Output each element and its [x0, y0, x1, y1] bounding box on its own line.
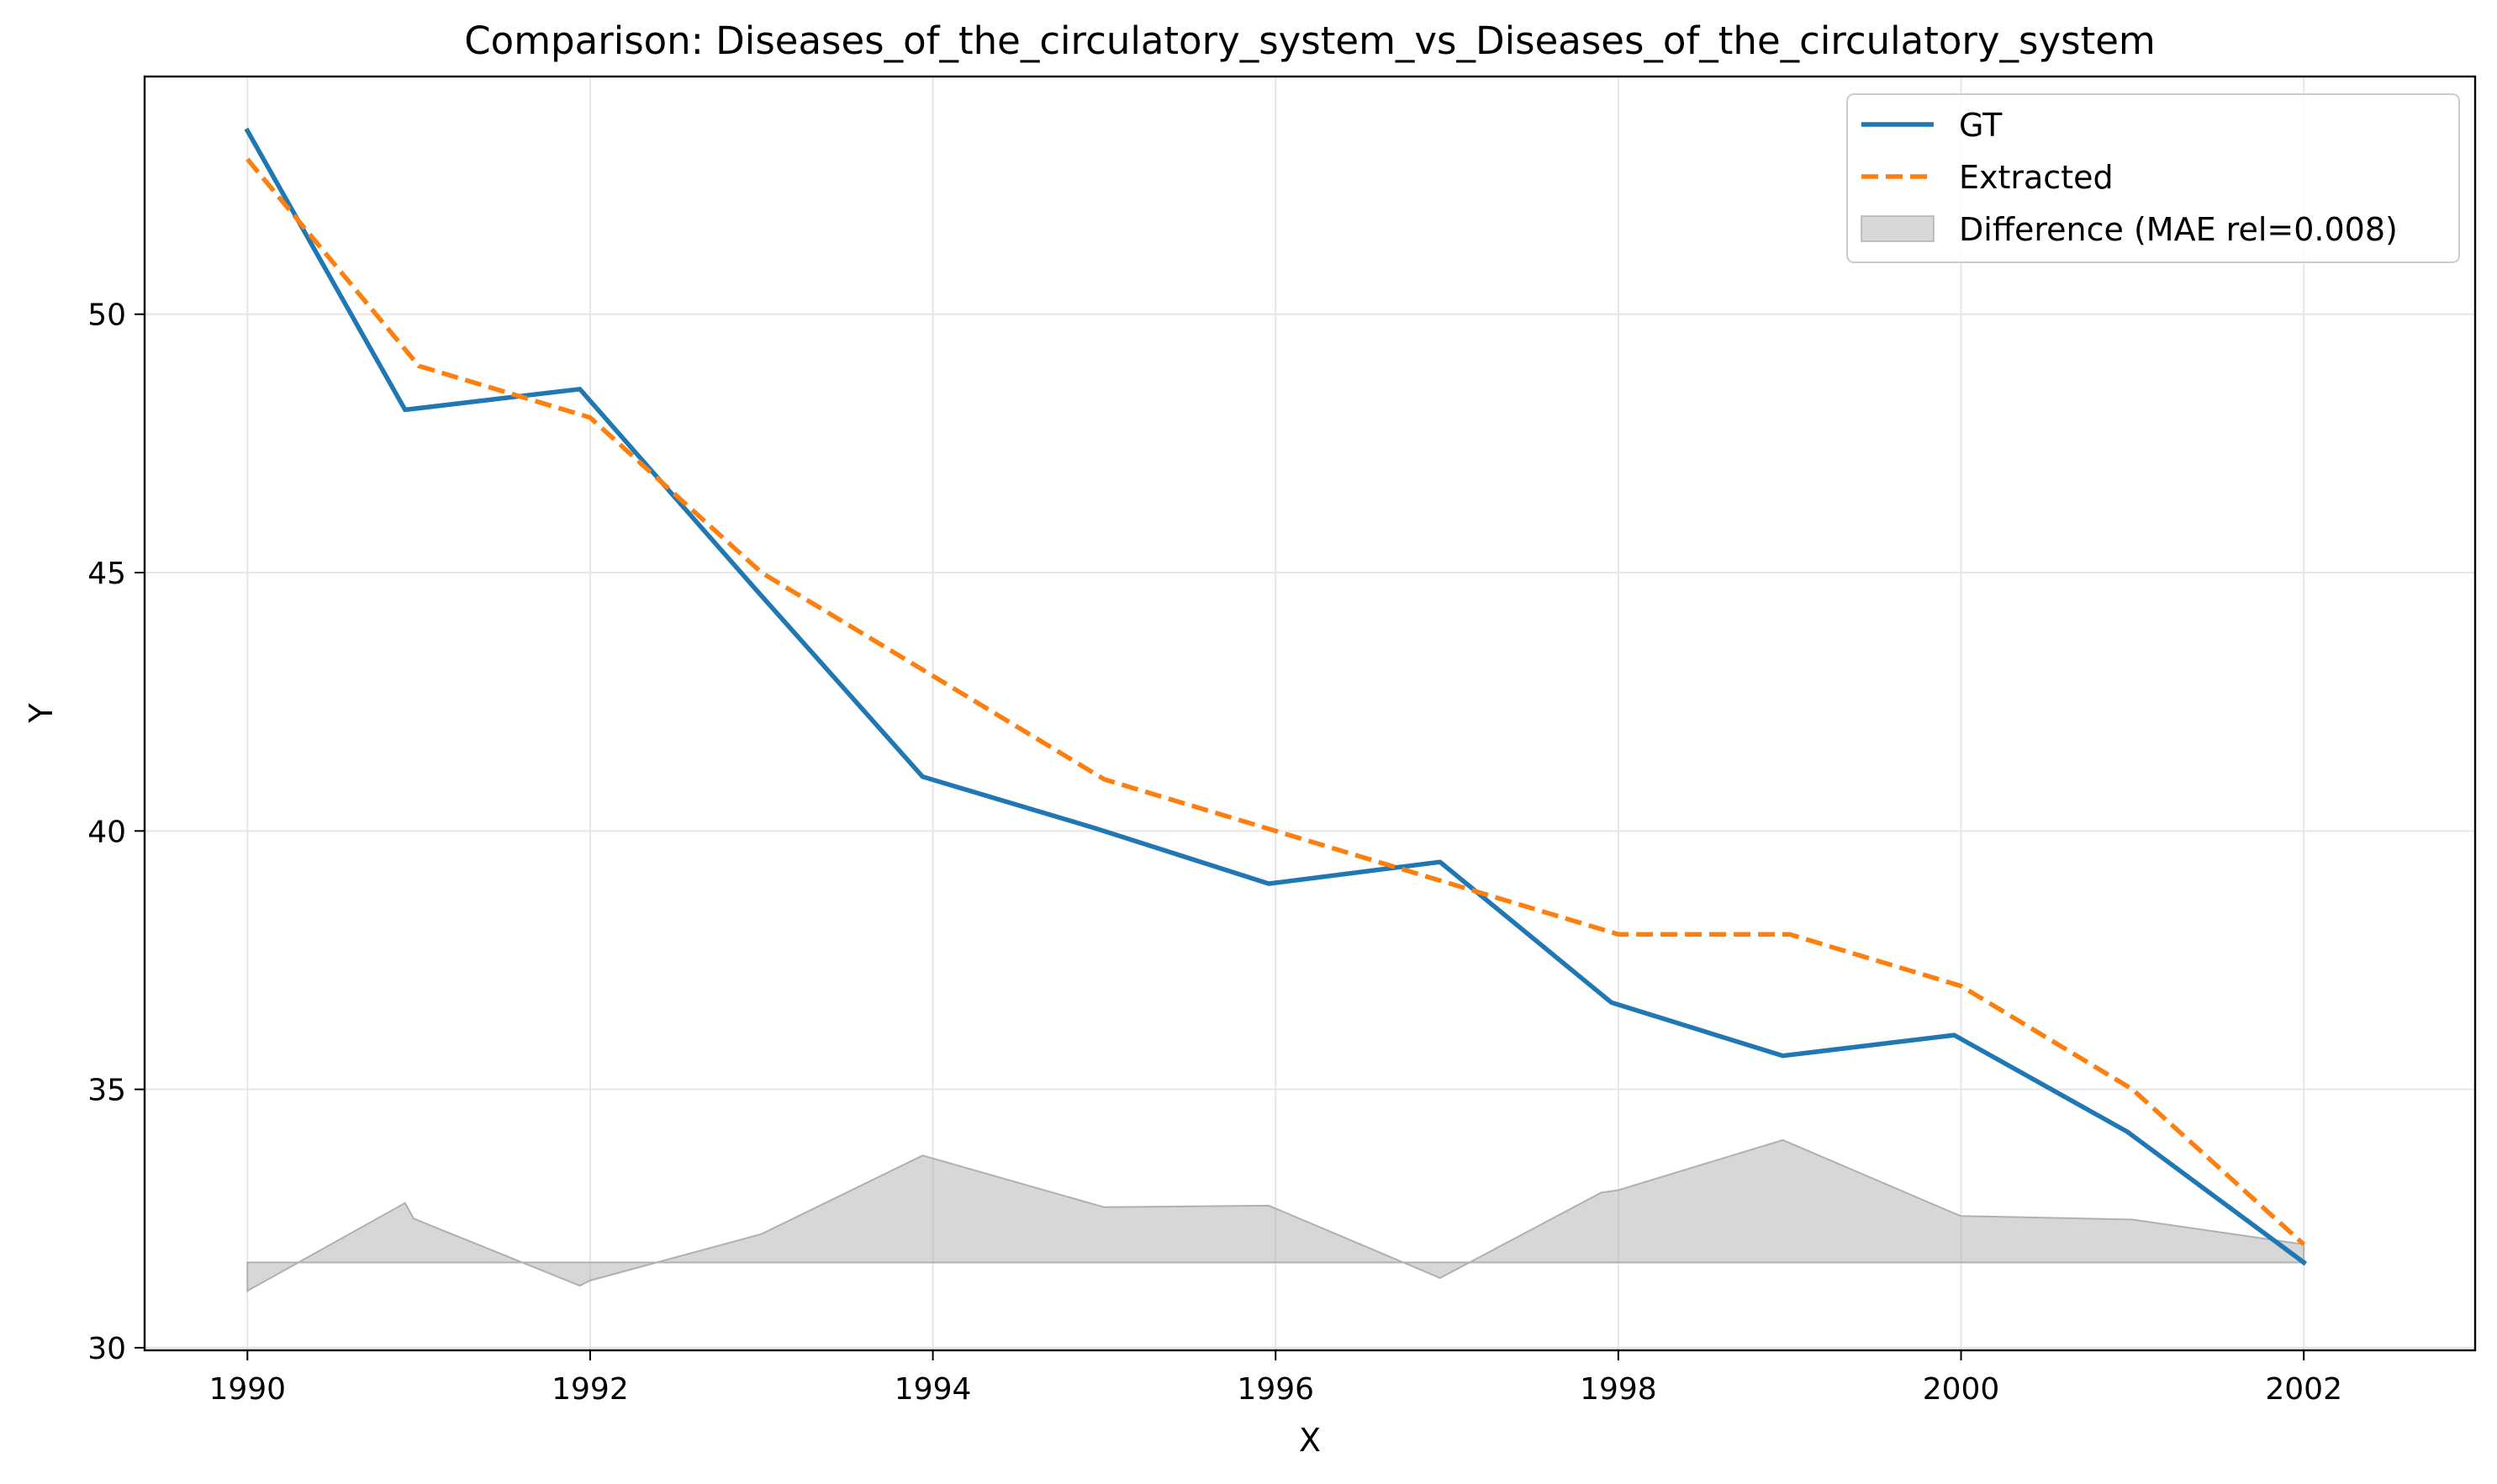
- x-tick-label: 2000: [1923, 1372, 2000, 1407]
- y-tick-label: 50: [87, 298, 126, 333]
- x-tick-label: 2002: [2265, 1372, 2342, 1407]
- x-axis-label: X: [1299, 1422, 1321, 1459]
- series-line-gt: [244, 127, 2308, 1266]
- y-axis-ticks: 30 35 40 45 50: [87, 298, 145, 1366]
- legend-label-extracted: Extracted: [1959, 159, 2114, 196]
- legend-box: [1846, 93, 2460, 263]
- y-tick-label: 45: [87, 557, 126, 591]
- x-tick-label: 1998: [1580, 1372, 1657, 1407]
- y-axis-label: Y: [23, 703, 60, 724]
- x-tick-label: 1996: [1237, 1372, 1314, 1407]
- series-lines: [244, 127, 2308, 1266]
- x-tick-label: 1994: [895, 1372, 972, 1407]
- x-tick-label: 1990: [209, 1372, 286, 1407]
- x-tick-label: 1992: [552, 1372, 629, 1407]
- x-axis-ticks: 1990 1992 1994 1996 1998 2000 2002: [209, 1350, 2342, 1407]
- legend-label-gt: GT: [1959, 107, 2003, 144]
- chart-title: Comparison: Diseases_of_the_circulatory_…: [464, 18, 2155, 63]
- plot-frame: [143, 75, 2477, 1352]
- y-tick-label: 30: [87, 1332, 126, 1366]
- legend-label-difference: Difference (MAE rel=0.008): [1959, 211, 2398, 248]
- y-tick-label: 40: [87, 815, 126, 849]
- series-line-extracted: [245, 157, 2306, 1247]
- grid-lines: [145, 77, 2475, 1350]
- legend-swatch-difference: [1861, 215, 1935, 242]
- legend: GT Extracted Difference (MAE rel=0.008): [1846, 93, 2460, 263]
- y-tick-label: 35: [87, 1074, 126, 1108]
